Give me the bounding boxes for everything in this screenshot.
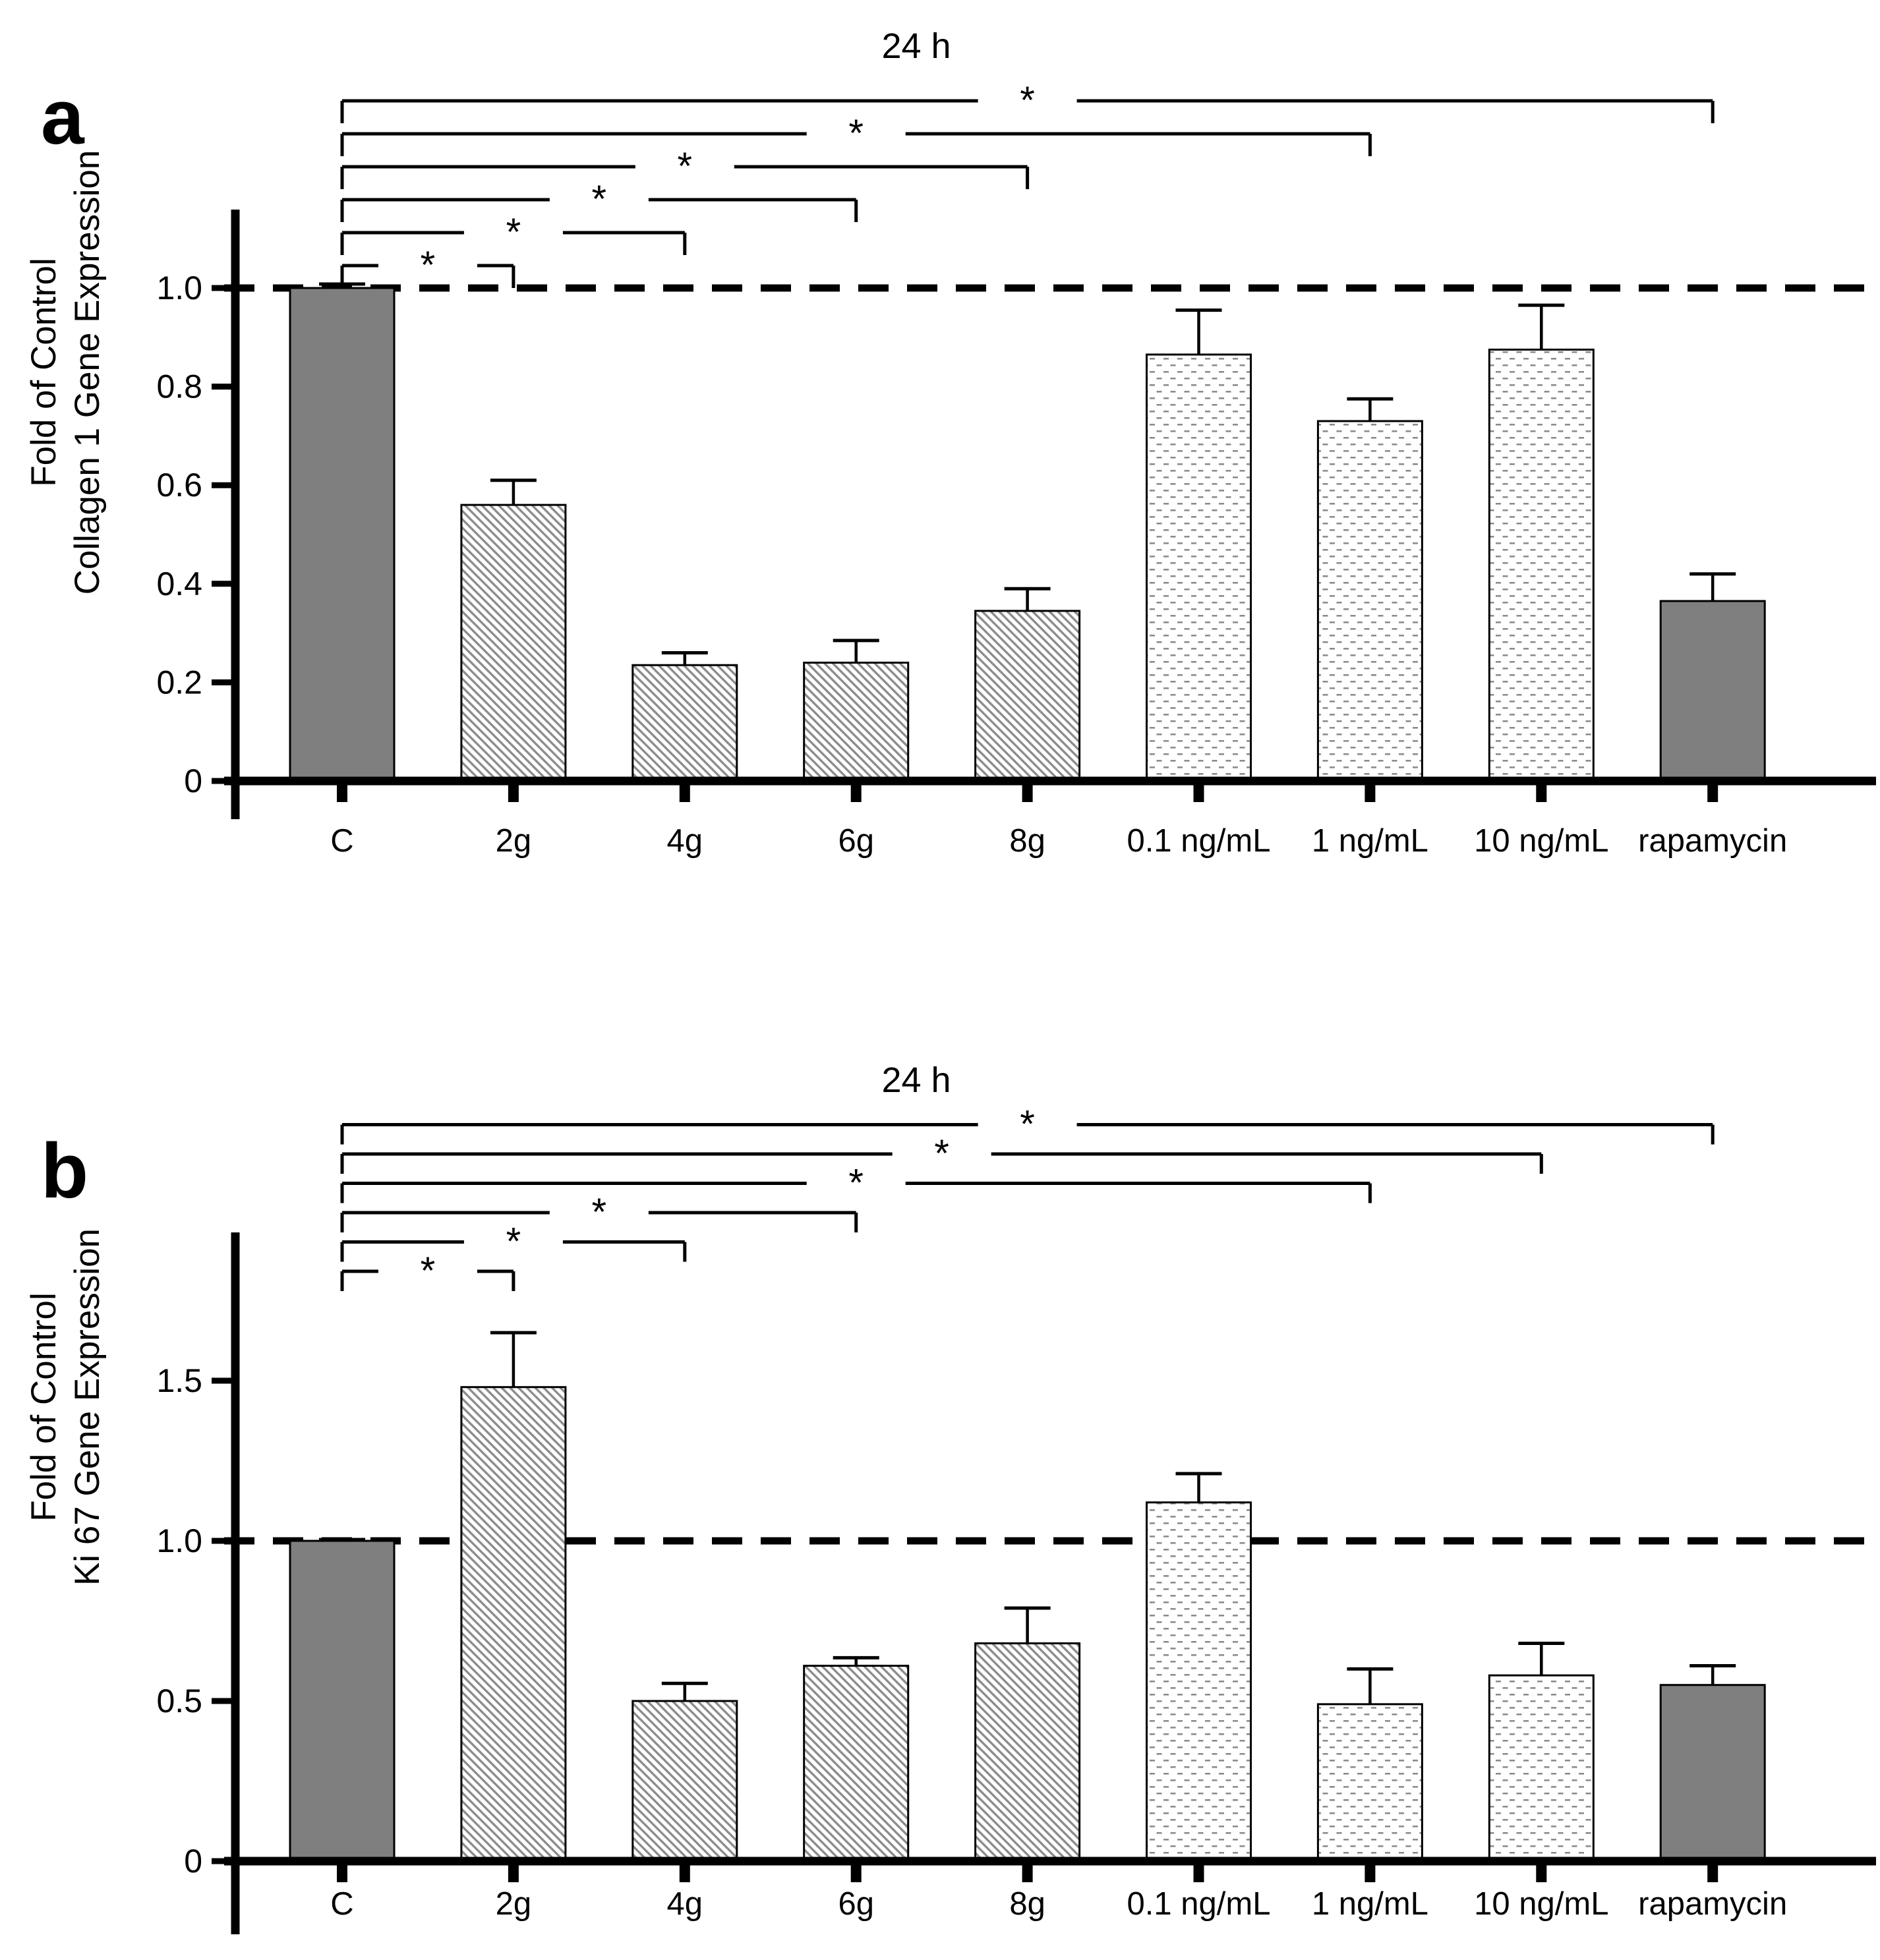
bar-rapamycin bbox=[1659, 1684, 1766, 1862]
x-category-label: 8g bbox=[1009, 823, 1045, 859]
bar-6g bbox=[803, 661, 910, 782]
y-tick-label: 0.4 bbox=[156, 565, 202, 602]
y-axis-title-line: Fold of Control bbox=[24, 1292, 63, 1522]
chart-title: 24 h bbox=[881, 1060, 951, 1100]
x-category-label: C bbox=[330, 1886, 353, 1922]
x-category-label: 4g bbox=[667, 1886, 703, 1922]
x-category-label: 6g bbox=[838, 823, 874, 859]
bar-0.1 ng/mL bbox=[1146, 1501, 1252, 1862]
chart-panel-b: b 24 h Fold of Control Ki 67 Gene Expressio… bbox=[24, 1060, 1876, 1934]
significance-asterisk-4g: * bbox=[506, 211, 521, 254]
y-tick-label: 1.5 bbox=[156, 1362, 202, 1399]
significance-asterisk-6g: * bbox=[592, 178, 607, 221]
significance-asterisk-10 ng/mL: * bbox=[934, 1132, 949, 1175]
x-category-label: 1 ng/mL bbox=[1312, 1886, 1428, 1922]
bar-8g bbox=[974, 610, 1081, 782]
significance-asterisk-1 ng/mL: * bbox=[848, 112, 864, 155]
significance-asterisk-1 ng/mL: * bbox=[848, 1162, 864, 1205]
bar-C bbox=[289, 287, 396, 782]
bar-4g bbox=[632, 664, 738, 782]
x-category-label: 0.1 ng/mL bbox=[1127, 1886, 1271, 1922]
x-category-label: rapamycin bbox=[1638, 823, 1787, 859]
bar-10 ng/mL bbox=[1488, 349, 1595, 782]
chart-panel-a: a 24 h Fold of Control Collagen 1 Gene Expr… bbox=[24, 26, 1876, 859]
significance-asterisk-rapamycin: * bbox=[1020, 79, 1035, 122]
x-category-label: 4g bbox=[667, 823, 703, 859]
y-tick-label: 0.8 bbox=[156, 368, 202, 405]
significance-asterisk-2g: * bbox=[421, 1250, 436, 1292]
significance-asterisk-6g: * bbox=[592, 1191, 607, 1234]
x-category-label: 1 ng/mL bbox=[1312, 823, 1428, 859]
y-tick-label: 0 bbox=[184, 1843, 202, 1880]
bar-C bbox=[289, 1540, 396, 1862]
bar-6g bbox=[803, 1665, 910, 1862]
y-axis-title-line: Collagen 1 Gene Expression bbox=[68, 150, 107, 595]
bar-0.1 ng/mL bbox=[1146, 353, 1252, 782]
y-axis-title-line: Ki 67 Gene Expression bbox=[68, 1228, 107, 1586]
bar-8g bbox=[974, 1642, 1081, 1862]
y-tick-label: 0.6 bbox=[156, 467, 202, 504]
x-category-label: 10 ng/mL bbox=[1474, 1886, 1608, 1922]
bar-10 ng/mL bbox=[1488, 1674, 1595, 1862]
y-tick-label: 1.0 bbox=[156, 270, 202, 306]
bar-2g bbox=[460, 504, 567, 782]
y-tick-label: 0.2 bbox=[156, 664, 202, 701]
y-axis-title-line: Fold of Control bbox=[24, 258, 63, 487]
chart-title: 24 h bbox=[881, 26, 951, 66]
x-category-label: 2g bbox=[496, 823, 532, 859]
bar-4g bbox=[632, 1700, 738, 1862]
significance-asterisk-rapamycin: * bbox=[1020, 1103, 1035, 1146]
bar-1 ng/mL bbox=[1316, 1703, 1423, 1862]
x-category-label: rapamycin bbox=[1638, 1886, 1787, 1922]
panel-letter: a bbox=[41, 74, 85, 161]
x-category-label: 10 ng/mL bbox=[1474, 823, 1608, 859]
bar-1 ng/mL bbox=[1316, 420, 1423, 782]
significance-asterisk-4g: * bbox=[506, 1221, 521, 1263]
bar-2g bbox=[460, 1386, 567, 1862]
significance-asterisk-8g: * bbox=[678, 145, 693, 188]
y-tick-label: 1.0 bbox=[156, 1522, 202, 1559]
y-tick-label: 0.5 bbox=[156, 1683, 202, 1719]
bar-rapamycin bbox=[1659, 600, 1766, 782]
x-category-label: 2g bbox=[496, 1886, 532, 1922]
x-category-label: 6g bbox=[838, 1886, 874, 1922]
x-category-label: 8g bbox=[1009, 1886, 1045, 1922]
panel-letter: b bbox=[41, 1128, 88, 1215]
x-category-label: 0.1 ng/mL bbox=[1127, 823, 1271, 859]
x-category-label: C bbox=[330, 823, 353, 859]
y-tick-label: 0 bbox=[184, 763, 202, 799]
significance-asterisk-2g: * bbox=[421, 244, 436, 287]
